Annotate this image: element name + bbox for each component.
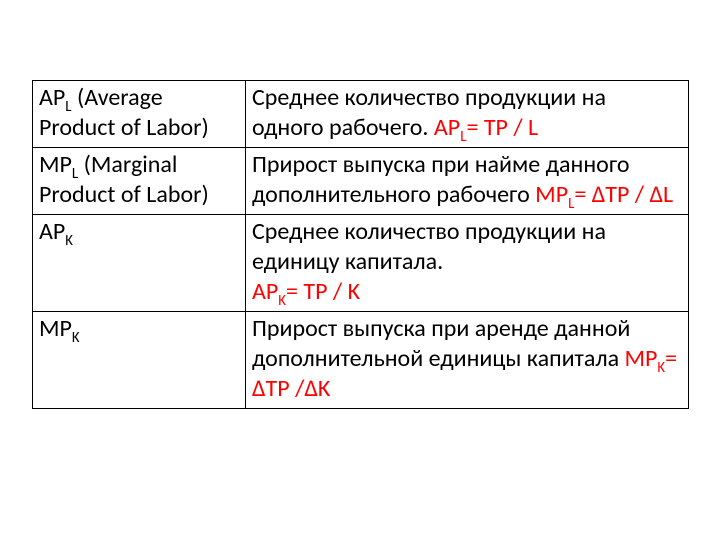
formula: APK= TP / K [252, 277, 360, 306]
table-body: APL (Average Product of Labor) Среднее к… [33, 81, 689, 409]
term-cell: APL (Average Product of Labor) [33, 81, 246, 148]
definition-text: Среднее количество продукции на единицу … [252, 217, 606, 276]
formula: APL= TP / L [434, 113, 538, 142]
formula: MPL= ∆TP / ∆L [535, 180, 673, 209]
table-row: APL (Average Product of Labor) Среднее к… [33, 81, 689, 148]
term-symbol: AP [39, 83, 65, 112]
table-container: APL (Average Product of Labor) Среднее к… [32, 80, 688, 409]
economics-terms-table: APL (Average Product of Labor) Среднее к… [32, 80, 689, 409]
term-symbol: AP [39, 217, 65, 246]
table-row: MPK Прирост выпуска при аренде данной до… [33, 312, 689, 409]
term-symbol: MP [39, 150, 72, 179]
term-symbol: MP [39, 314, 72, 343]
term-cell: APK [33, 215, 246, 312]
definition-cell: Среднее количество продукции на единицу … [246, 215, 689, 312]
term-subscript: K [72, 328, 80, 346]
term-subscript: K [65, 231, 73, 249]
definition-cell: Среднее количество продукции на одного р… [246, 81, 689, 148]
term-cell: MPL (Marginal Product of Labor) [33, 148, 246, 215]
definition-text: Среднее количество продукции на одного р… [252, 83, 606, 142]
definition-cell: Прирост выпуска при аренде данной дополн… [246, 312, 689, 409]
definition-text: Прирост выпуска при аренде данной дополн… [252, 314, 630, 373]
definition-cell: Прирост выпуска при найме данного дополн… [246, 148, 689, 215]
table-row: APK Среднее количество продукции на един… [33, 215, 689, 312]
term-cell: MPK [33, 312, 246, 409]
table-row: MPL (Marginal Product of Labor) Прирост … [33, 148, 689, 215]
